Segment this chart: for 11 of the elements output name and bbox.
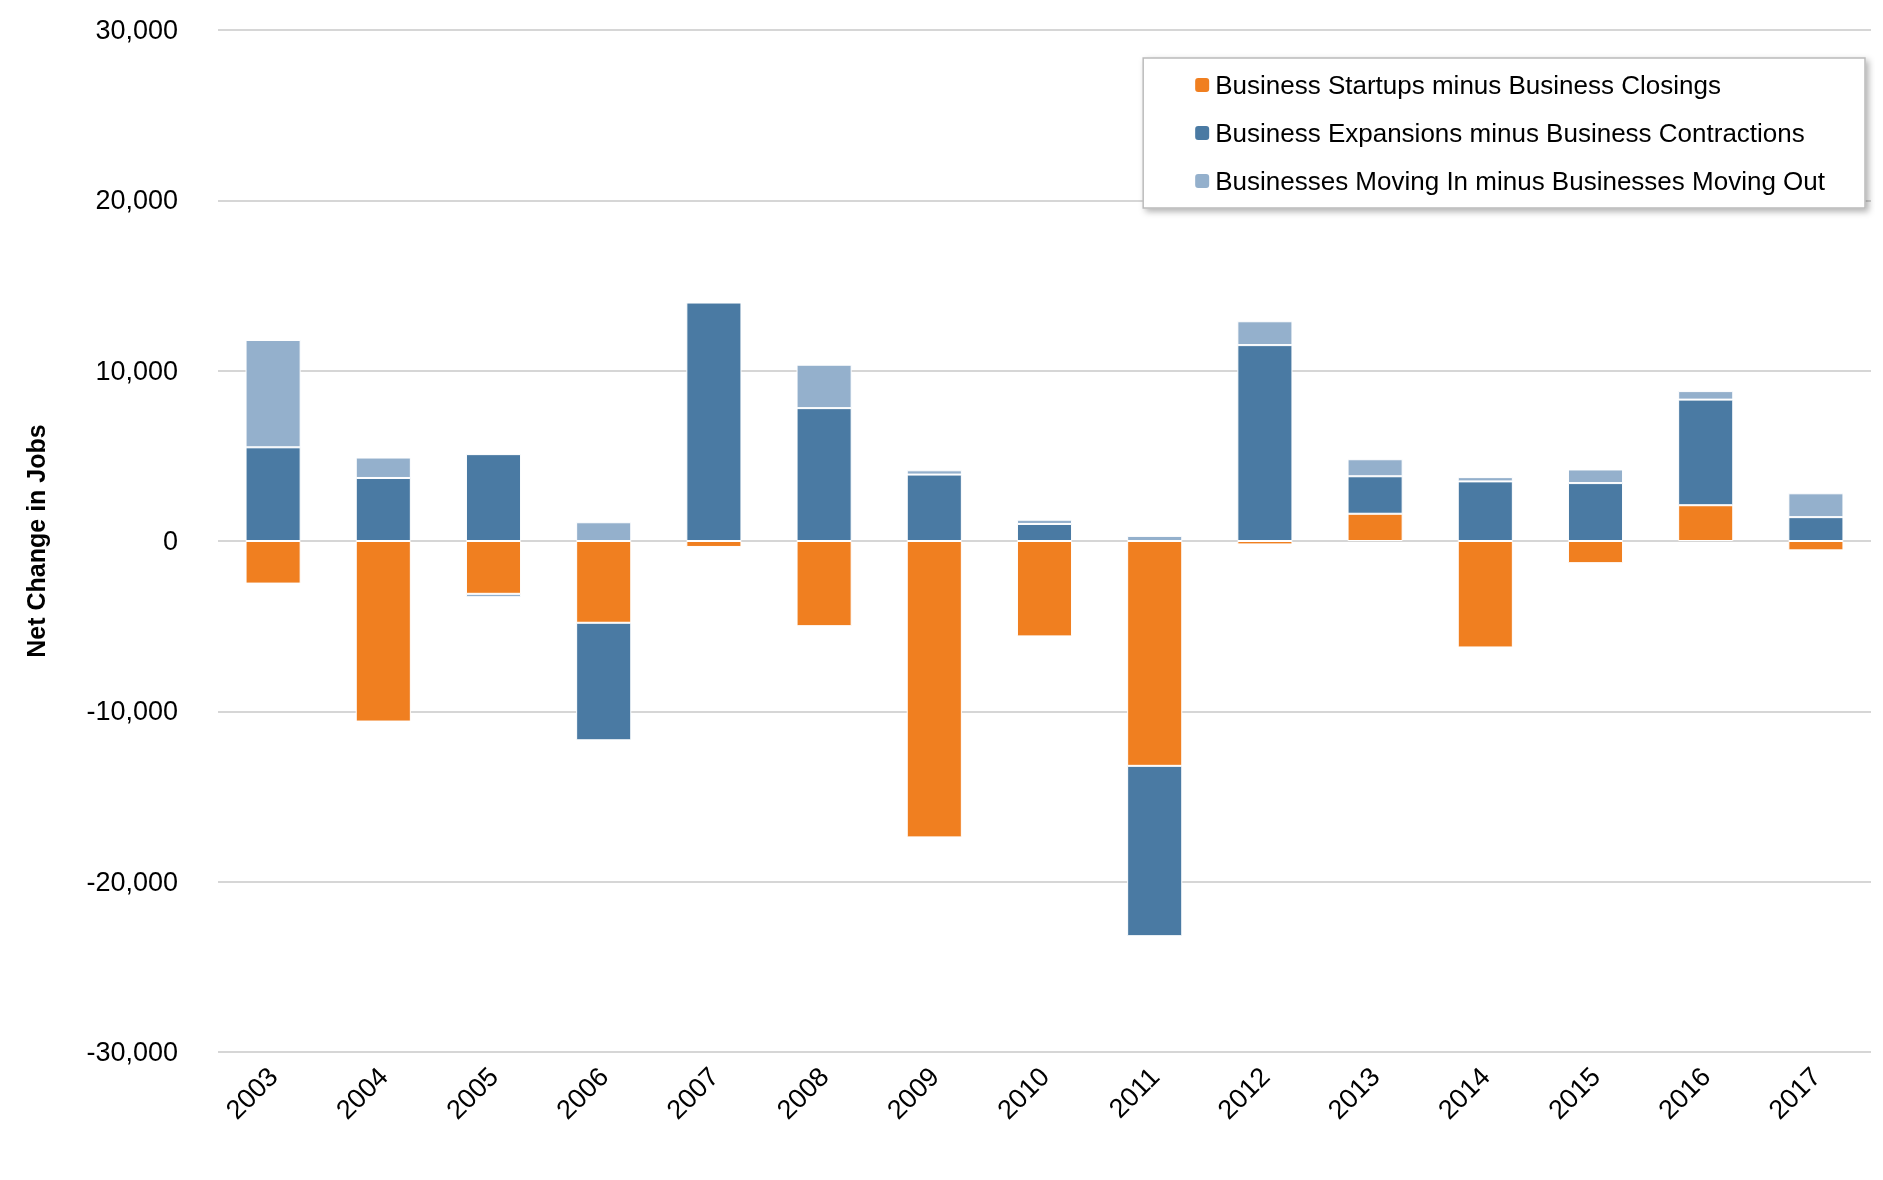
legend-label: Businesses Moving In minus Businesses Moving Out bbox=[1215, 166, 1826, 196]
y-tick-label: -10,000 bbox=[86, 696, 178, 727]
y-axis-title: Net Change in Jobs bbox=[21, 424, 50, 658]
y-tick-label: 30,000 bbox=[95, 15, 178, 45]
y-tick-label: -30,000 bbox=[86, 1037, 178, 1067]
legend-label: Business Expansions minus Business Contractions bbox=[1215, 118, 1805, 148]
y-tick-label: 0 bbox=[162, 526, 178, 556]
y-tick-label: 10,000 bbox=[95, 355, 178, 386]
y-tick-label: -20,000 bbox=[86, 866, 178, 897]
y-tick-label: 20,000 bbox=[95, 185, 178, 216]
legend-label: Business Startups minus Business Closings bbox=[1215, 70, 1721, 100]
